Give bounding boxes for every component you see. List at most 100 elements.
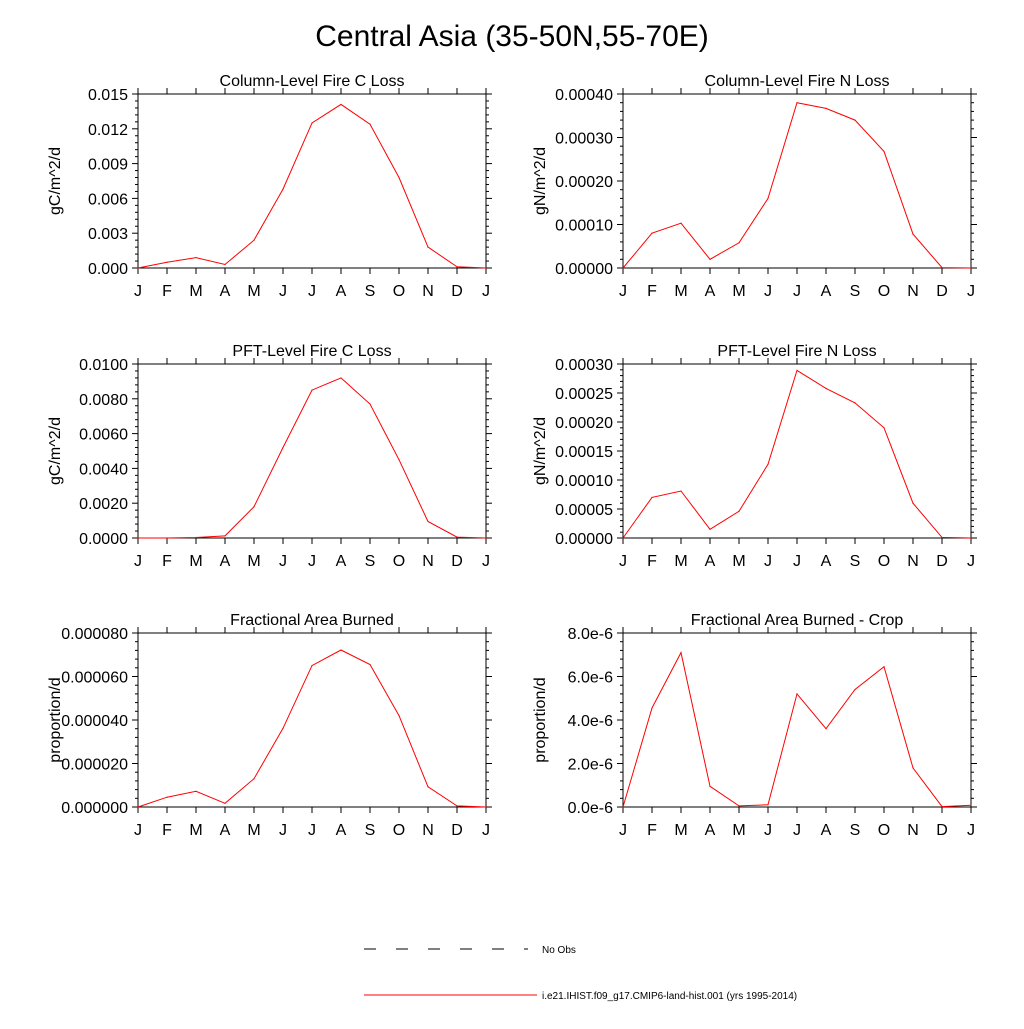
data-point [883,666,885,668]
data-point [427,520,429,523]
x-tick-label: S [850,283,861,300]
y-tick-label: 0.000080 [61,626,128,643]
x-tick-label: O [878,822,890,839]
data-point [282,188,284,190]
x-tick-label: M [247,553,260,570]
data-point [485,267,487,269]
x-tick-label: M [732,283,745,300]
x-tick-label: S [365,553,376,570]
data-point [137,267,139,269]
data-point [680,222,682,224]
y-tick-label: 4.0e-6 [568,713,613,730]
data-point [970,804,972,806]
y-tick-label: 0.00025 [555,386,613,403]
x-tick-label: S [850,553,861,570]
data-point [825,387,827,389]
data-point [166,796,168,798]
data-point [195,790,197,792]
x-tick-label: J [619,553,627,570]
x-tick-label: J [967,822,975,839]
panel-title: Column-Level Fire C Loss [220,73,405,90]
y-axis-label: gN/m^2/d [532,147,549,215]
y-tick-label: 0.00000 [555,531,613,548]
x-tick-label: M [189,283,202,300]
x-tick-label: A [336,553,347,570]
x-tick-label: J [967,553,975,570]
x-tick-label: J [619,283,627,300]
y-tick-label: 0.000020 [61,757,128,774]
y-tick-label: 0.00030 [555,357,613,374]
data-point [137,537,139,539]
y-tick-label: 0.015 [88,87,128,104]
x-tick-label: J [308,553,316,570]
series-line-model [622,369,972,539]
chart-panel-6: Fractional Area Burned - Crop proportion/… [532,612,977,839]
plot-frame [622,93,972,269]
plot-frame [622,632,972,808]
x-tick-label: F [647,822,657,839]
x-tick-label: M [189,822,202,839]
panel-title: PFT-Level Fire C Loss [232,343,391,360]
x-tick-label: J [482,283,490,300]
data-point [311,122,313,124]
x-tick-label: D [451,283,463,300]
x-tick-label: N [422,822,434,839]
data-point [825,728,827,730]
x-tick-label: A [821,553,832,570]
x-tick-label: N [907,822,919,839]
data-point [224,802,226,804]
series-line-model [622,651,972,808]
data-point [166,261,168,263]
y-tick-label: 0.009 [88,157,128,174]
panel-title: Fractional Area Burned - Crop [691,612,904,629]
data-point [680,490,682,492]
data-point [369,123,371,125]
x-tick-label: M [189,553,202,570]
y-tick-label: 2.0e-6 [568,757,613,774]
x-tick-label: J [793,553,801,570]
data-point [854,402,856,404]
data-point [282,727,284,729]
y-axis-label: gC/m^2/d [47,147,64,215]
x-tick-label: J [793,822,801,839]
chart-panel-5: Fractional Area Burnedproportion/d0.0000… [47,612,492,839]
x-tick-label: A [705,822,716,839]
y-tick-label: 0.0080 [79,392,128,409]
legend-label-obs: No Obs [542,945,576,956]
series-line-model [622,102,972,269]
x-tick-label: O [393,283,405,300]
y-axis-label: gC/m^2/d [47,417,64,485]
x-tick-label: A [705,283,716,300]
y-tick-label: 0.00015 [555,444,613,461]
data-point [941,266,943,269]
y-tick-label: 6.0e-6 [568,670,613,687]
x-tick-label: D [936,283,948,300]
data-point [398,176,400,179]
y-axis-label: proportion/d [47,677,64,762]
data-point [282,446,284,449]
x-tick-label: O [393,553,405,570]
x-tick-label: O [878,553,890,570]
x-tick-label: M [732,822,745,839]
x-tick-label: N [422,553,434,570]
x-tick-label: J [764,553,772,570]
data-point [970,267,972,269]
chart-panel-2: Column-Level Fire N Loss gN/m^2/d 0.00000 0… [532,73,977,300]
x-tick-label: A [220,553,231,570]
data-point [253,239,255,241]
y-tick-label: 0.000000 [61,800,128,817]
data-point [912,767,914,769]
legend-label-model: i.e21.IHIST.f09_g17.CMIP6-land-hist.001 … [542,991,797,1002]
data-point [651,496,653,498]
data-point [622,806,624,808]
x-tick-label: J [134,822,142,839]
y-tick-label: 0.000 [88,261,128,278]
x-tick-label: F [162,822,172,839]
data-point [796,693,798,695]
x-tick-label: M [732,553,745,570]
data-point [369,403,371,405]
x-tick-label: F [647,553,657,570]
x-tick-label: O [878,283,890,300]
